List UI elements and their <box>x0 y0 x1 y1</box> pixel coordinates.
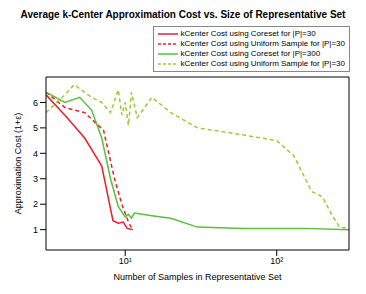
svg-text:2: 2 <box>33 199 38 209</box>
svg-text:Approximation Cost (1+ε): Approximation Cost (1+ε) <box>13 113 23 214</box>
html-text:Average k-Center Approximation: Average k-Center Approximation Cost vs. … <box>20 9 346 20</box>
svg-text:5: 5 <box>33 123 38 133</box>
svg-text:10¹: 10¹ <box>119 256 132 266</box>
html-text:kCenter Cost using Coreset for: kCenter Cost using Coreset for |P|=30 <box>180 29 316 38</box>
html-text:kCenter Cost using Uniform Sam: kCenter Cost using Uniform Sample for |P… <box>180 59 345 68</box>
html-text:kCenter Cost using Coreset for: kCenter Cost using Coreset for |P|=300 <box>180 49 321 58</box>
html-text:kCenter Cost using Uniform Sam: kCenter Cost using Uniform Sample for |P… <box>180 39 345 48</box>
svg-text:1: 1 <box>33 225 38 235</box>
svg-text:6: 6 <box>33 98 38 108</box>
svg-text:10²: 10² <box>270 256 283 266</box>
svg-text:Number of Samples in Represent: Number of Samples in Representative Set <box>113 272 282 282</box>
svg-text:3: 3 <box>33 174 38 184</box>
svg-text:4: 4 <box>33 149 38 159</box>
